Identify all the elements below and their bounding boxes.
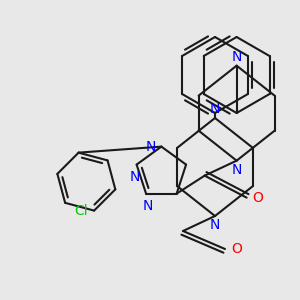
Text: O: O <box>231 242 242 256</box>
Text: N: N <box>231 50 242 64</box>
Text: N: N <box>129 169 140 184</box>
Text: N: N <box>143 199 153 213</box>
Text: N: N <box>146 140 156 154</box>
Text: N: N <box>210 102 220 116</box>
Text: O: O <box>253 191 263 205</box>
Text: Cl: Cl <box>74 204 88 218</box>
Text: N: N <box>210 218 220 232</box>
Text: N: N <box>231 163 242 177</box>
